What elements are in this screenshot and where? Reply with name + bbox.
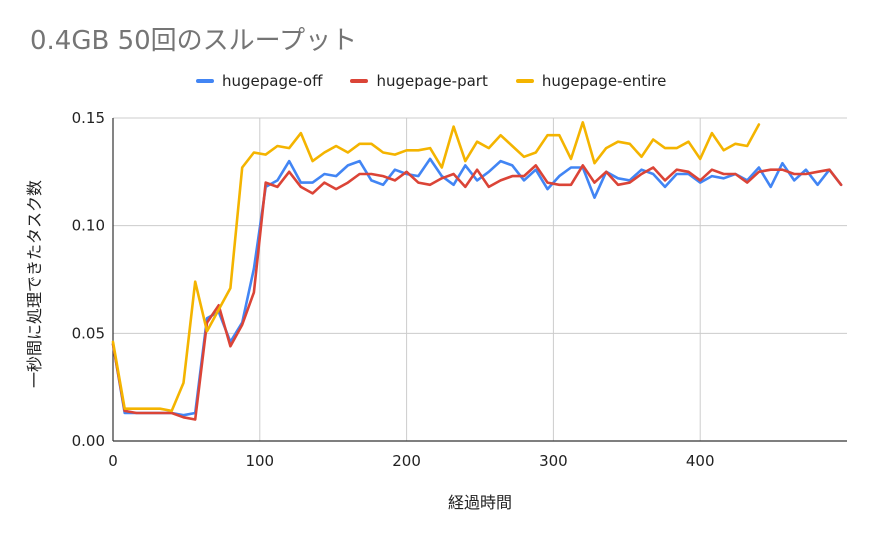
legend-swatch-hugepage-part	[350, 79, 369, 83]
x-tick-label: 200	[392, 452, 421, 470]
x-axis-title: 経過時間	[448, 493, 512, 512]
series-line-hugepage-part	[111, 164, 843, 421]
series-line-hugepage-entire	[111, 121, 761, 413]
chart-title: 0.4GB 50回のスループット	[30, 26, 358, 56]
series-lines	[111, 121, 843, 421]
y-tick-label: 0.10	[72, 217, 105, 235]
y-axis-title: 一秒間に処理できたタスク数	[25, 180, 44, 388]
series-line-hugepage-off	[111, 157, 843, 417]
y-tick-label: 0.15	[72, 109, 105, 127]
x-tick-label: 100	[245, 452, 274, 470]
legend-swatch-hugepage-off	[196, 79, 214, 83]
y-tick-label: 0.05	[72, 324, 105, 342]
y-tick-label: 0.00	[72, 432, 105, 450]
legend-label-hugepage-part: hugepage-part	[376, 72, 488, 90]
legend-item-hugepage-entire[interactable]: hugepage-entire	[515, 72, 667, 90]
legend-label-hugepage-off: hugepage-off	[222, 72, 323, 90]
legend-label-hugepage-entire: hugepage-entire	[541, 72, 667, 90]
x-tick-label: 400	[686, 452, 715, 470]
legend-item-hugepage-part[interactable]: hugepage-part	[350, 72, 488, 90]
x-tick-label: 0	[108, 452, 118, 470]
tick-labels: 0.00 0.05 0.10 0.15 0 100 200 300 400	[72, 109, 715, 470]
gridlines	[113, 117, 847, 441]
legend-item-hugepage-off[interactable]: hugepage-off	[196, 72, 322, 90]
legend-swatch-hugepage-entire	[515, 79, 534, 83]
axes	[112, 118, 847, 442]
x-tick-label: 300	[539, 452, 568, 470]
legend: hugepage-off hugepage-part hugepage-enti…	[196, 72, 694, 90]
